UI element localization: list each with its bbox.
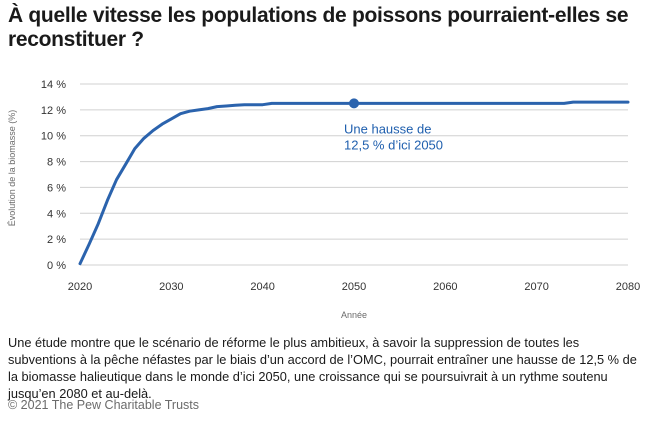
chart-caption: Une étude montre que le scénario de réfo… — [8, 335, 637, 401]
gridlines — [80, 83, 628, 266]
y-axis-ticks: 0 % 2 % 4 % 6 % 8 % 10 % 12 % 14 % — [41, 79, 66, 272]
x-tick-label: 2040 — [250, 281, 274, 293]
x-tick-label: 2080 — [616, 281, 640, 293]
x-axis-label: Année — [341, 310, 367, 320]
line-chart: 0 % 2 % 4 % 6 % 8 % 10 % 12 % 14 % 2020 2030 2040… — [7, 79, 640, 320]
y-tick-label: 2 % — [47, 234, 66, 246]
series-layer — [78, 98, 630, 266]
y-tick-label: 8 % — [47, 157, 66, 169]
chart-title: À quelle vitesse les populations de pois… — [8, 4, 629, 51]
x-tick-label: 2030 — [159, 281, 183, 293]
series-line — [78, 100, 630, 266]
x-tick-label: 2070 — [524, 281, 548, 293]
x-tick-label: 2060 — [433, 281, 457, 293]
y-tick-label: 4 % — [47, 208, 66, 220]
y-tick-label: 12 % — [41, 105, 66, 117]
highlight-point-2050 — [349, 98, 359, 109]
annotation-line: 12,5 % d’ici 2050 — [344, 137, 443, 152]
y-axis-label: Évolution de la biomasse (%) — [7, 110, 17, 227]
x-axis-ticks: 2020 2030 2040 2050 2060 2070 2080 — [68, 281, 640, 293]
y-tick-label: 10 % — [41, 131, 66, 143]
y-tick-label: 6 % — [47, 182, 66, 194]
copyright-credit: © 2021 The Pew Charitable Trusts — [8, 398, 200, 412]
y-tick-label: 0 % — [47, 260, 66, 272]
annotation-line: Une hausse de — [344, 121, 431, 136]
x-tick-label: 2050 — [342, 281, 366, 293]
x-tick-label: 2020 — [68, 281, 92, 293]
y-tick-label: 14 % — [41, 79, 66, 91]
